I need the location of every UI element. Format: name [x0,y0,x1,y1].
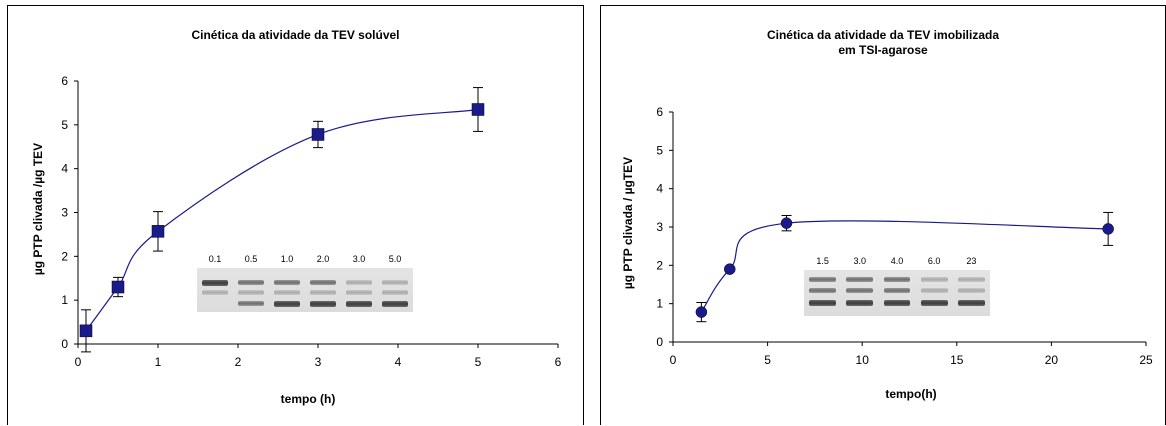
data-point [724,263,736,275]
gel-band [920,288,948,293]
gel-band [809,300,836,306]
gel-lane-label: 1.5 [816,256,829,266]
chart-title: Cinética da atividade da TEV imobilizada… [601,28,1165,58]
y-tick-label: 5 [656,143,663,157]
chart-plot-soluble: 0 1 2 3 4 5 6 0 1 2 3 4 5 6 [61,74,562,369]
x-tick-label: 15 [950,353,964,367]
data-point [111,280,125,294]
gel-band [958,277,985,282]
y-tick-label: 0 [61,337,68,351]
data-point [471,103,485,116]
y-tick-label: 5 [61,118,68,132]
gel-band [809,277,836,282]
x-tick-label: 3 [315,355,322,369]
data-point [1102,223,1114,235]
gel-lane-label: 1.0 [280,254,294,264]
gel-lane-label: 0.5 [244,254,258,264]
gel-band [310,280,336,285]
x-tick-label: 5 [475,355,482,369]
gel-band [958,288,985,293]
x-tick-label: 2 [235,355,242,369]
x-tick-label: 0 [670,353,677,367]
y-tick-label: 3 [61,206,68,220]
gel-band [846,277,874,282]
y-tick-label: 0 [656,335,663,349]
x-tick-label: 25 [1139,353,1153,367]
gel-band [346,301,372,307]
y-axis-label: µg PTP clivada / µgTEV [621,156,635,290]
gel-band [846,288,874,293]
y-tick-label: 2 [656,258,663,272]
gel-image-inset: 1.5 3.0 4.0 6.0 23 [804,256,990,316]
gel-band [274,290,300,295]
chart-panel-soluble: Cinética da atividade da TEV solúvel 0 1 2… [7,5,584,425]
gel-band [846,300,874,306]
gel-lane-label: 3.0 [352,254,366,264]
gel-lane-label: 2.0 [316,254,330,264]
x-tick-label: 4 [395,355,402,369]
gel-band [310,301,336,307]
gel-band [883,300,911,306]
chart-panel-immobilized: Cinética da atividade da TEV imobilizada… [600,5,1166,425]
gel-band [346,280,372,285]
y-tick-label: 6 [656,105,663,119]
gel-lane-label: 6.0 [927,256,941,266]
chart-title-line-2: em TSI-agarose [838,43,928,57]
gel-band [202,290,228,295]
y-tick-label: 6 [61,74,68,88]
x-tick-label: 0 [75,355,82,369]
data-point [695,306,708,318]
x-tick-label: 10 [856,353,870,367]
gel-band [238,280,264,285]
x-tick-label: 20 [1045,353,1059,367]
gel-band [238,290,264,295]
gel-lane-label: 5.0 [388,254,402,264]
data-point [780,217,793,229]
gel-band [958,300,985,306]
y-tick-label: 3 [656,220,663,234]
data-point [311,128,325,141]
gel-band [274,301,300,307]
gel-band [920,300,948,306]
x-tick-label: 5 [764,353,771,367]
x-axis-label: tempo (h) [280,392,336,406]
x-tick-label: 6 [555,355,562,369]
x-axis-label: tempo(h) [885,387,937,401]
gel-band [883,288,911,293]
y-tick-label: 1 [656,297,663,311]
gel-band [382,280,408,285]
y-axis-label: µg PTP clivada /µg TEV [31,142,45,276]
gel-band [920,277,948,282]
y-tick-label: 1 [61,293,68,307]
chart-title-line-1: Cinética da atividade da TEV imobilizada [766,28,1000,42]
gel-band [883,277,911,282]
y-tick-label: 4 [656,182,663,196]
gel-lane-label: 3.0 [853,256,867,266]
gel-lane-label: 23 [966,256,977,266]
gel-band [238,301,264,306]
series-line [700,220,1109,313]
data-point [151,225,165,238]
gel-band [346,290,372,295]
gel-lane-label: 4.0 [890,256,904,266]
gel-lane-label: 0.1 [208,254,222,264]
gel-band [274,280,300,285]
x-tick-label: 1 [155,355,162,369]
data-point [79,324,93,338]
gel-band [809,288,836,293]
gel-band [310,290,336,295]
gel-image-inset: 0.1 0.5 1.0 2.0 3.0 5.0 [197,254,413,312]
y-tick-label: 2 [61,249,68,263]
y-tick-label: 4 [61,162,68,176]
gel-band [382,301,408,307]
gel-band [382,290,408,295]
chart-title: Cinética da atividade da TEV solúvel [191,28,400,42]
gel-band [202,280,228,286]
